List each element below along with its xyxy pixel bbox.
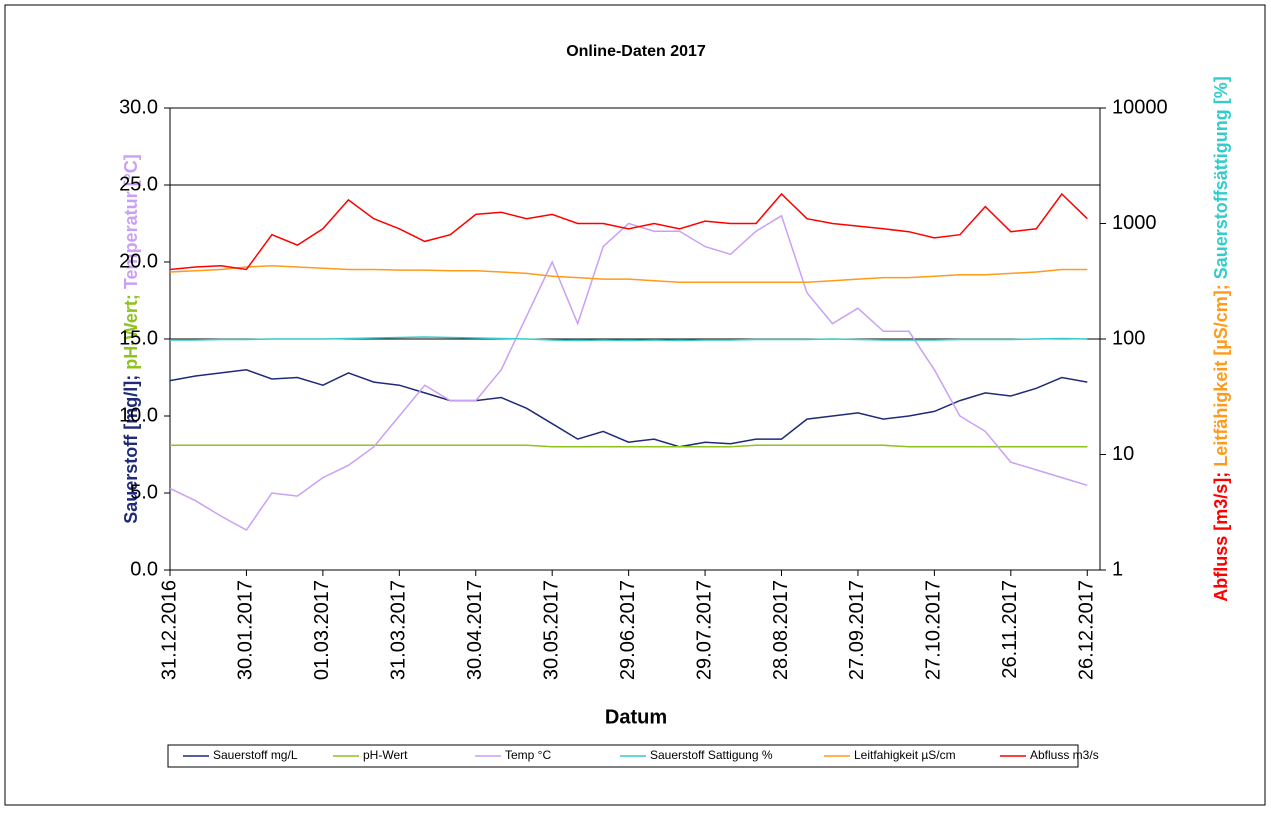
x-tick-label: 30.01.2017	[235, 580, 257, 680]
x-tick-label: 30.04.2017	[464, 580, 486, 680]
legend-label: pH-Wert	[363, 748, 408, 762]
y2-tick-label: 10000	[1112, 96, 1168, 118]
legend-label: Abfluss m3/s	[1030, 748, 1099, 762]
y-tick-label: 5.0	[130, 481, 158, 503]
y-tick-label: 10.0	[119, 404, 158, 426]
y-tick-label: 25.0	[119, 173, 158, 195]
y-axis-title: Sauerstoff [mg/l]; pH-Wert; Temperatur […	[121, 154, 141, 524]
ylabel-part: Temperatur [°C]	[121, 154, 141, 289]
legend-label: Temp °C	[505, 748, 551, 762]
y2label-part: Leitfähigkeit [µS/cm];	[1211, 279, 1231, 466]
y-tick-label: 20.0	[119, 250, 158, 272]
y2-tick-label: 1000	[1112, 212, 1157, 234]
y-tick-label: 30.0	[119, 96, 158, 118]
x-tick-label: 01.03.2017	[311, 580, 333, 680]
x-tick-label: 28.08.2017	[770, 580, 792, 680]
series-line	[169, 214, 1088, 531]
y2-axis-title: Abfluss [m3/s]; Leitfähigkeit [µS/cm]; S…	[1211, 76, 1231, 601]
series-line	[170, 336, 1088, 342]
y2label-part: Abfluss [m3/s];	[1211, 467, 1231, 602]
chart-border	[4, 4, 1266, 806]
x-tick-label: 26.11.2017	[999, 580, 1021, 679]
series-line	[169, 192, 1088, 271]
legend-label: Leitfahigkeit µS/cm	[854, 748, 956, 762]
y2-tick-label: 1	[1112, 558, 1123, 580]
chart-title: Online-Daten 2017	[566, 43, 706, 60]
x-tick-label: 30.05.2017	[540, 580, 562, 680]
ylabel-part: pH-Wert;	[121, 289, 141, 370]
x-tick-label: 27.10.2017	[923, 580, 945, 680]
series-line	[169, 265, 1088, 283]
y2label-part: Sauerstoffsättigung [%]	[1211, 76, 1231, 279]
y-tick-label: 0.0	[130, 558, 158, 580]
x-tick-label: 29.06.2017	[617, 580, 639, 680]
ylabel-part: Sauerstoff [mg/l];	[121, 370, 141, 524]
series-line	[170, 444, 1088, 448]
legend-label: Sauerstoff Sattigung %	[650, 748, 773, 762]
x-tick-label: 29.07.2017	[693, 580, 715, 680]
series-line	[169, 369, 1088, 448]
y2-tick-label: 100	[1112, 327, 1145, 349]
legend-label: Sauerstoff mg/L	[213, 748, 298, 762]
x-tick-label: 31.12.2016	[158, 580, 180, 680]
y-tick-label: 15.0	[119, 327, 158, 349]
y2-tick-label: 10	[1112, 443, 1134, 465]
x-tick-label: 31.03.2017	[388, 580, 410, 680]
x-tick-label: 26.12.2017	[1076, 580, 1098, 680]
x-axis-title: Datum	[605, 706, 667, 728]
x-tick-label: 27.09.2017	[846, 580, 868, 680]
